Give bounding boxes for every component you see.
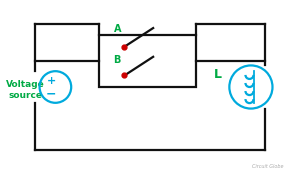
Bar [99,35,196,87]
Text: L: L [214,68,222,81]
Text: +: + [47,76,56,86]
Text: Voltage
source: Voltage source [6,80,45,100]
Text: Circuit Globe: Circuit Globe [253,164,284,169]
Text: −: − [46,88,56,101]
Text: A: A [114,24,121,34]
Text: B: B [114,56,121,65]
